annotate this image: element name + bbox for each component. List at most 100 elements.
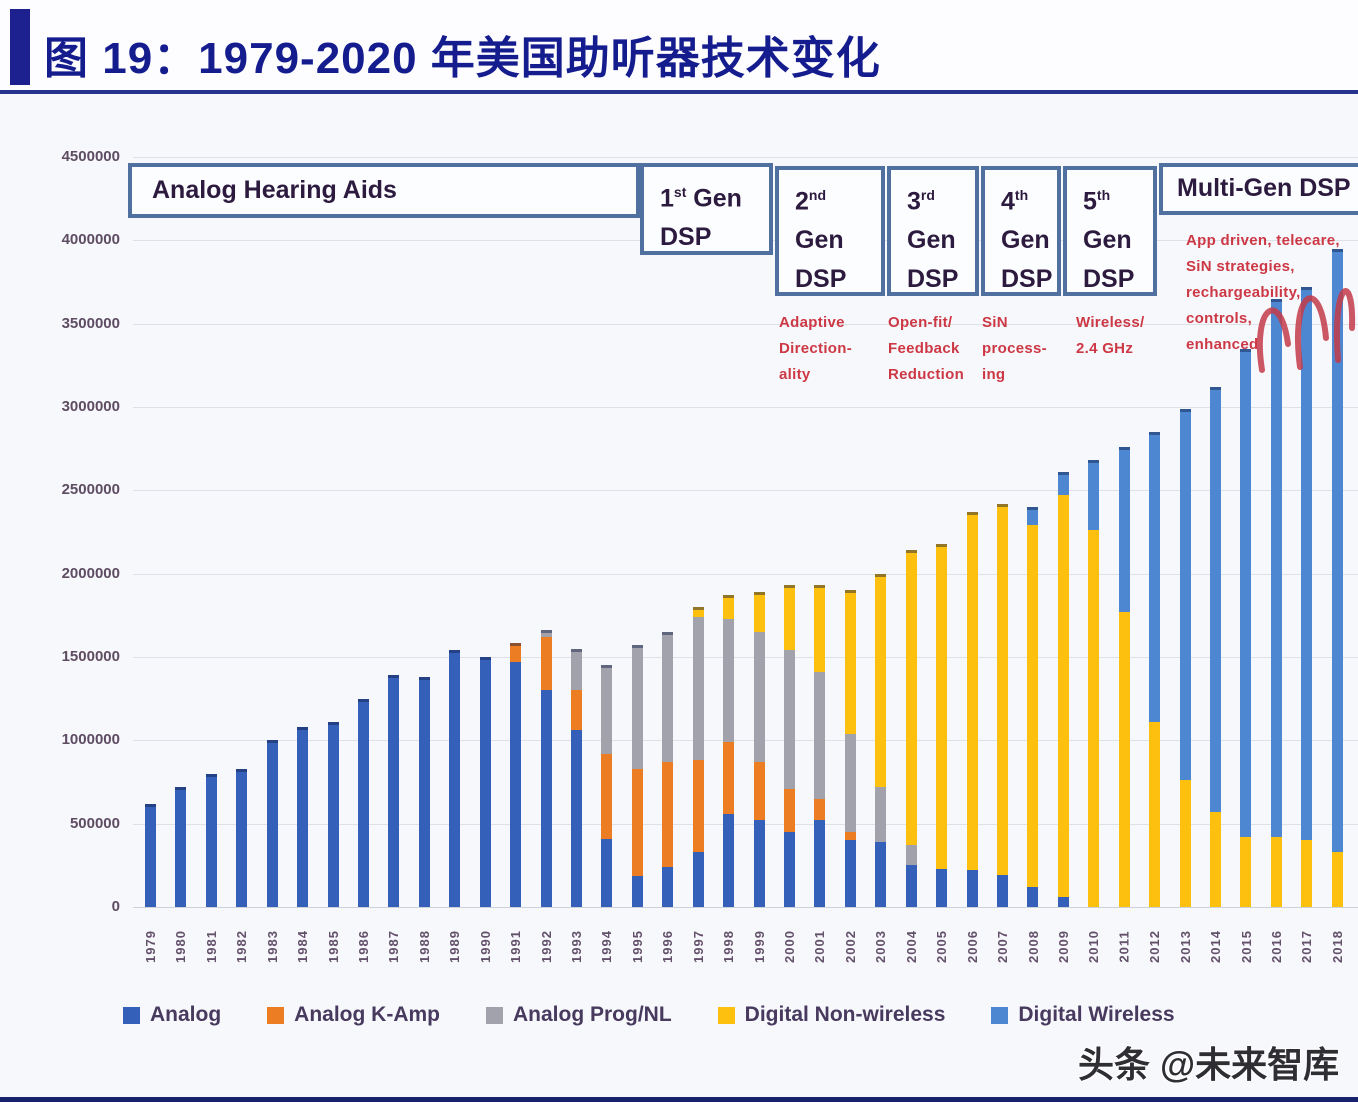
bar-segment-analog-1996 — [662, 867, 674, 908]
bar-top-edge — [753, 592, 765, 596]
bar-top-edge — [875, 573, 887, 577]
gen2-line1: 2nd — [795, 187, 827, 216]
bar-segment-digital-non-wireless-2003 — [875, 573, 887, 788]
bar-segment-analog-prog-nl-1992 — [540, 629, 552, 638]
bar-segment-digital-non-wireless-2009 — [1057, 495, 1069, 898]
bar-segment-digital-wireless-2013 — [1179, 408, 1191, 781]
gridline — [133, 407, 1358, 409]
x-tick-label-2018: 2018 — [1329, 929, 1345, 963]
bar-segment-digital-non-wireless-2008 — [1027, 525, 1039, 888]
bar-segment-digital-non-wireless-2010 — [1088, 530, 1100, 908]
red-note-line: controls, — [1186, 310, 1253, 327]
gridline — [133, 907, 1358, 909]
bar-segment-digital-non-wireless-2011 — [1118, 612, 1130, 908]
bar-segment-digital-non-wireless-2014 — [1210, 812, 1222, 908]
bar-segment-digital-non-wireless-2006 — [966, 512, 978, 871]
gen2-line3: DSP — [795, 265, 847, 294]
bar-segment-analog-1987 — [388, 675, 400, 908]
legend-swatch — [267, 1006, 285, 1024]
bar-segment-analog-k-amp-1993 — [571, 690, 583, 731]
gen5-dsp-box: 5th Gen DSP — [1063, 166, 1157, 296]
bar-top-edge — [784, 585, 796, 589]
bar-segment-digital-wireless-2009 — [1057, 472, 1069, 496]
bar-segment-analog-1990 — [479, 657, 491, 908]
multi-gen-dsp-label: Multi-Gen DSP — [1177, 174, 1351, 202]
y-tick-label: 3500000 — [61, 314, 120, 332]
bar-segment-digital-non-wireless-1999 — [753, 592, 765, 633]
bar-top-edge — [936, 543, 948, 547]
gridline — [133, 573, 1358, 575]
bar-segment-digital-non-wireless-2018 — [1331, 852, 1343, 908]
legend-swatch — [717, 1006, 735, 1024]
red-note-line: Direction- — [779, 340, 853, 357]
bar-segment-digital-non-wireless-2015 — [1240, 837, 1252, 908]
bar-top-edge — [297, 727, 309, 731]
bar-top-edge — [358, 698, 369, 702]
bar-top-edge — [479, 657, 491, 661]
bar-segment-analog-1999 — [753, 820, 765, 908]
bar-segment-analog-k-amp-1996 — [662, 762, 674, 868]
red-arrow-annotation — [1256, 288, 1356, 373]
bar-top-edge — [540, 629, 552, 633]
bar-segment-analog-1979 — [145, 803, 156, 908]
y-tick-label: 2000000 — [61, 564, 120, 582]
bar-top-edge — [814, 585, 826, 589]
bar-segment-analog-2007 — [997, 875, 1009, 908]
bar-top-edge — [1179, 408, 1191, 412]
bar-segment-analog-1998 — [723, 813, 735, 908]
gen2-line2: Gen — [795, 226, 844, 255]
bar-top-edge — [236, 768, 248, 772]
gen4-line3: DSP — [1001, 265, 1053, 294]
bar-top-edge — [1301, 287, 1313, 291]
red-note-wireless-24ghz: Wireless/2.4 GHz — [1076, 310, 1144, 362]
bar-segment-digital-non-wireless-2007 — [997, 503, 1009, 876]
bar-segment-analog-k-amp-1997 — [692, 760, 704, 853]
bar-segment-analog-prog-nl-1999 — [753, 632, 765, 763]
bar-segment-analog-2003 — [875, 842, 887, 908]
gridline — [133, 823, 1358, 825]
bar-top-edge — [1057, 472, 1069, 476]
bar-segment-digital-non-wireless-2000 — [784, 585, 796, 651]
bar-segment-digital-wireless-2012 — [1149, 432, 1161, 723]
bar-top-edge — [1027, 507, 1039, 511]
legend-swatch — [991, 1006, 1009, 1024]
red-note-adaptive-directionality: Adaptive Direction-ality — [779, 310, 852, 388]
red-note-line: rechargeability, — [1186, 284, 1301, 301]
bar-segment-analog-2006 — [966, 870, 978, 908]
gen3-dsp-box: 3rd Gen DSP — [887, 166, 979, 296]
bar-segment-analog-2009 — [1057, 897, 1069, 908]
bar-segment-digital-non-wireless-1997 — [692, 607, 704, 618]
chart-legend: Analog Analog K-Amp Analog Prog/NL Digital … — [123, 1003, 1175, 1027]
red-note-line: App driven, telecare, — [1186, 232, 1340, 249]
analog-hearing-aids-box: Analog Hearing Aids — [128, 163, 640, 218]
bar-segment-digital-non-wireless-1998 — [723, 595, 735, 619]
gen4-line1: 4th — [1001, 187, 1029, 216]
title-strip: 图 19：1979-2020 年美国助听器技术变化 — [0, 0, 1358, 94]
bar-segment-analog-1986 — [358, 698, 369, 908]
gridline — [133, 740, 1358, 742]
legend-swatch — [123, 1006, 140, 1024]
bar-segment-analog-prog-nl-2004 — [905, 845, 917, 866]
bar-segment-analog-k-amp-1998 — [723, 742, 735, 814]
legend-swatch — [486, 1006, 503, 1024]
bar-top-edge — [601, 664, 613, 668]
bar-top-edge — [145, 803, 156, 807]
bar-top-edge — [1088, 460, 1100, 464]
bar-top-edge — [631, 645, 643, 649]
y-tick-label: 4500000 — [61, 148, 120, 165]
bar-segment-analog-2002 — [844, 840, 856, 908]
y-tick-label: 1000000 — [61, 731, 120, 749]
bar-top-edge — [510, 642, 522, 646]
bar-top-edge — [1331, 248, 1343, 252]
legend-label: Digital Non-wireless — [744, 1003, 946, 1026]
bar-top-edge — [1270, 298, 1282, 302]
bar-segment-analog-prog-nl-2000 — [784, 650, 796, 789]
red-note-line: Open-fit/ — [888, 314, 953, 331]
bar-segment-digital-non-wireless-2004 — [905, 550, 917, 846]
bar-segment-analog-prog-nl-1997 — [692, 617, 704, 761]
bar-top-edge — [844, 590, 856, 594]
bar-segment-analog-2004 — [905, 865, 917, 908]
gen3-line2: Gen — [907, 226, 956, 255]
bar-top-edge — [1240, 348, 1252, 352]
bar-segment-analog-1983 — [266, 740, 278, 908]
